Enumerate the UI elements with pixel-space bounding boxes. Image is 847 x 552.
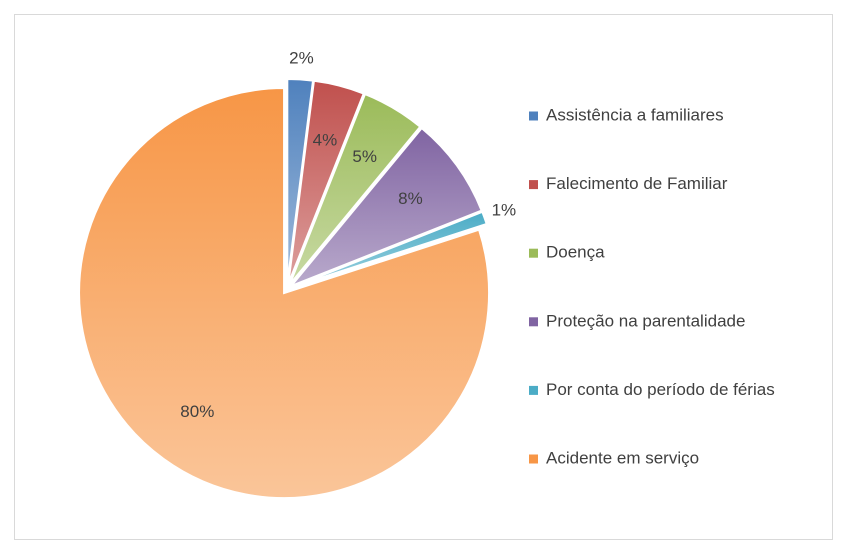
data-label: 1%	[492, 200, 517, 219]
legend-label: Doença	[546, 243, 605, 262]
data-label: 80%	[180, 402, 214, 421]
legend-label: Proteção na parentalidade	[546, 311, 745, 330]
legend-swatch	[529, 111, 538, 121]
data-label: 8%	[398, 189, 423, 208]
legend-swatch	[529, 385, 538, 395]
pie-slice	[287, 79, 366, 285]
legend-label: Acidente em serviço	[546, 448, 699, 467]
legend-label: Falecimento de Familiar	[546, 174, 728, 193]
pie-slice	[291, 210, 488, 289]
legend-swatch	[529, 317, 538, 327]
legend-label: Por conta do período de férias	[546, 380, 775, 399]
pie-slice	[78, 87, 490, 499]
pie-slice	[290, 126, 483, 287]
data-label: 5%	[352, 147, 377, 166]
pie-slice	[288, 92, 422, 286]
legend-swatch	[529, 248, 538, 258]
data-label: 4%	[313, 131, 338, 150]
legend-swatch	[529, 180, 538, 190]
data-label: 2%	[289, 48, 314, 67]
legend-swatch	[529, 454, 538, 464]
legend-label: Assistência a familiares	[546, 105, 724, 124]
